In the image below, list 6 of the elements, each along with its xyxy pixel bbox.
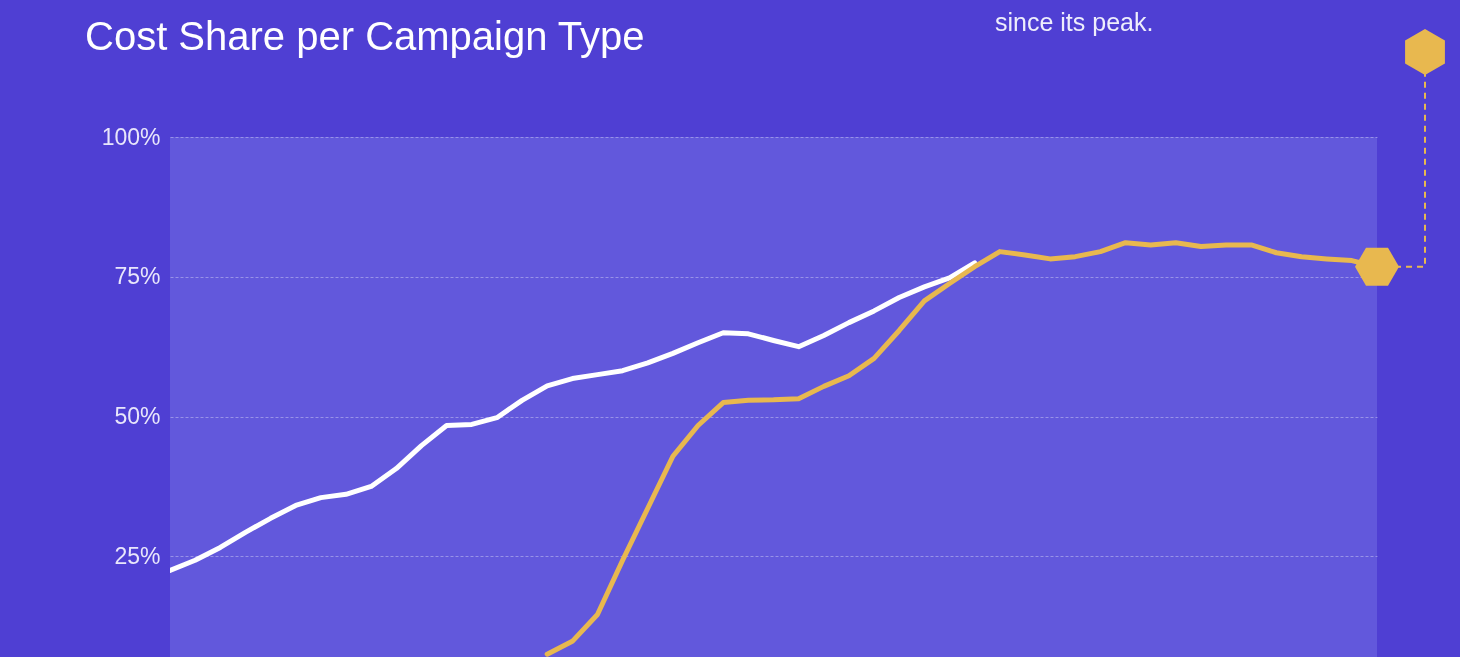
y-tick-label: 100% — [101, 123, 161, 150]
chart-title: Cost Share per Campaign Type — [85, 14, 645, 59]
y-tick-label: 50% — [114, 403, 161, 430]
y-tick-label: 25% — [114, 542, 161, 569]
y-tick-label: 75% — [114, 263, 161, 290]
text: since its peak. — [995, 8, 1154, 36]
